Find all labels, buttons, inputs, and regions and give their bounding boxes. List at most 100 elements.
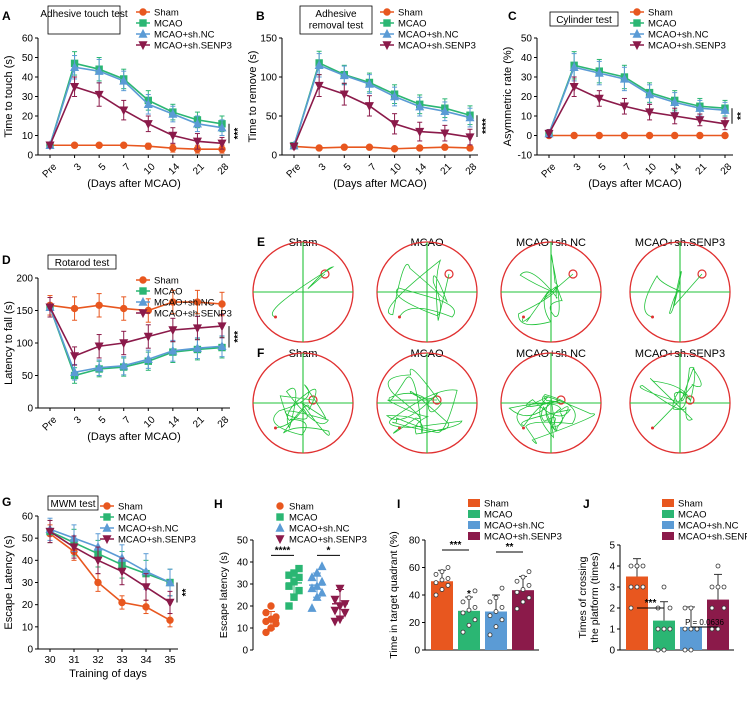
x-tick-label: 33 <box>116 655 128 666</box>
y-tick-label: 2 <box>609 604 615 615</box>
legend-label: MCAO+sh.SENP3 <box>154 309 232 320</box>
data-point <box>192 343 202 352</box>
panel-letter: A <box>2 9 11 23</box>
y-tick-label: 0 <box>242 646 248 657</box>
y-tick-label: 50 <box>22 534 34 545</box>
legend-marker <box>633 19 641 27</box>
y-tick-label: 10 <box>22 131 34 142</box>
data-point <box>168 345 178 355</box>
data-point <box>460 610 466 616</box>
data-point <box>143 120 153 129</box>
data-point <box>499 585 505 591</box>
y-tick-label: 50 <box>521 34 533 45</box>
legend-label: MCAO+sh.NC <box>484 521 545 532</box>
y-tick-label: 150 <box>16 306 33 317</box>
data-point <box>45 303 55 313</box>
data-point <box>218 300 226 308</box>
data-point <box>93 556 103 566</box>
legend-label: MCAO+sh.NC <box>154 298 215 309</box>
track-E-0 <box>252 241 354 343</box>
start-point <box>398 426 401 430</box>
x-tick-label: 5 <box>97 415 109 427</box>
legend-label: MCAO <box>484 510 513 521</box>
series-line-3 <box>49 530 171 604</box>
significance-label: ** <box>181 588 192 596</box>
series-line-0 <box>293 145 471 150</box>
data-point <box>168 108 178 118</box>
data-point <box>364 78 374 88</box>
significance-label: * <box>327 545 331 556</box>
data-point <box>514 578 520 584</box>
x-tick-label: 10 <box>142 415 158 431</box>
data-point <box>70 83 80 92</box>
data-point <box>472 588 478 594</box>
legend-label: MCAO <box>648 19 677 30</box>
y-tick-label: -10 <box>518 151 533 162</box>
y-tick-label: 80 <box>409 536 421 547</box>
legend-marker <box>276 513 284 521</box>
data-point <box>720 120 730 129</box>
bar <box>431 581 453 650</box>
data-point <box>499 617 505 623</box>
data-point <box>696 131 704 140</box>
data-point <box>472 617 478 623</box>
start-point <box>522 315 525 319</box>
x-tick-label: Pre <box>41 162 60 181</box>
panel-letter: D <box>2 253 11 267</box>
title-box <box>47 254 117 270</box>
data-point <box>364 102 374 111</box>
y-tick-label: 20 <box>521 92 533 103</box>
data-point <box>670 112 680 122</box>
x-tick-label: 5 <box>97 162 109 174</box>
chart-title: Rotarod test <box>55 258 110 269</box>
legend-label: Sham <box>154 8 179 19</box>
data-point <box>721 584 727 590</box>
data-point <box>365 143 374 151</box>
series-line-3 <box>49 306 223 358</box>
swim-path <box>388 259 455 321</box>
data-point <box>433 571 439 577</box>
data-point <box>472 604 478 610</box>
data-point <box>314 60 324 69</box>
y-tick-label: 40 <box>409 591 421 602</box>
chart-title: Adhesive removal test <box>309 9 364 32</box>
legend-label: Sham <box>398 8 423 19</box>
data-point <box>720 105 730 114</box>
y-tick-label: 10 <box>22 622 34 633</box>
data-point <box>569 83 579 92</box>
legend-label: MCAO+sh.NC <box>289 524 350 535</box>
data-point <box>620 131 629 140</box>
bar <box>626 576 648 650</box>
y-tick-label: 150 <box>260 34 277 45</box>
data-point <box>715 563 721 569</box>
data-point <box>445 576 451 581</box>
data-point <box>45 527 55 537</box>
data-point <box>526 582 532 588</box>
data-point <box>94 342 104 352</box>
data-point <box>466 595 472 601</box>
data-point <box>315 144 323 152</box>
data-point <box>493 595 499 601</box>
legend-label: MCAO+sh.SENP3 <box>289 535 367 546</box>
data-point <box>487 632 493 638</box>
swim-path <box>385 368 463 435</box>
data-point <box>671 131 679 140</box>
x-tick-label: 28 <box>216 415 232 431</box>
data-point <box>339 70 349 80</box>
data-point <box>330 595 340 605</box>
y-tick-label: 100 <box>260 73 277 84</box>
y-tick-label: 3 <box>609 583 615 594</box>
legend-label: MCAO <box>398 19 427 30</box>
data-point <box>95 141 103 149</box>
legend-marker <box>382 28 392 38</box>
data-point <box>94 578 102 587</box>
data-point <box>634 563 640 569</box>
data-point <box>688 626 694 632</box>
data-point <box>143 354 153 363</box>
y-axis-label: Times of crossingthe platform (times) <box>577 552 601 642</box>
series-line-3 <box>293 84 471 147</box>
swim-path <box>639 366 702 430</box>
x-tick-label: 14 <box>414 162 430 178</box>
y-tick-label: 20 <box>22 600 34 611</box>
y-tick-label: 40 <box>22 73 34 84</box>
